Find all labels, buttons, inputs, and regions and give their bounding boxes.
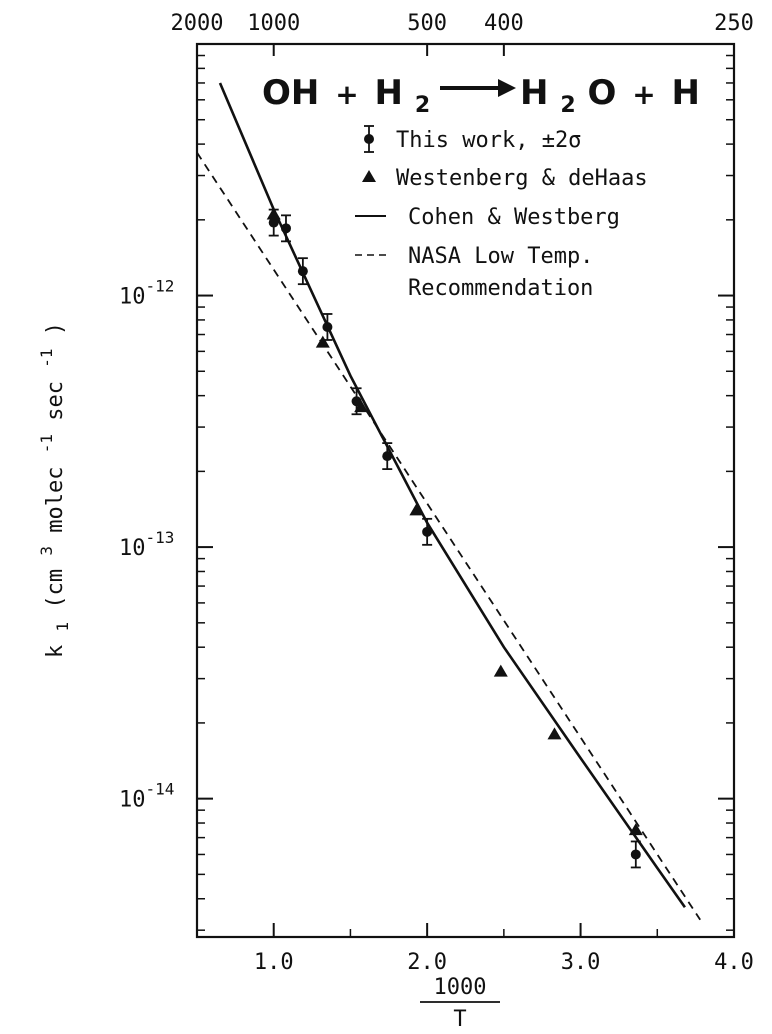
data-point-this-work	[630, 840, 641, 869]
data-point-westenberg	[266, 207, 281, 220]
y-label-k-subscript: 1	[53, 622, 72, 632]
point-marker	[268, 217, 279, 228]
y-label-molec: molec	[43, 467, 68, 533]
title-product-h: H	[520, 73, 548, 113]
legend-label-nasa-line2: Recommendation	[408, 276, 593, 301]
point-marker	[280, 223, 291, 234]
series-points	[266, 207, 643, 869]
data-point-this-work	[382, 442, 393, 471]
x-tick-label: 3.0	[561, 950, 601, 975]
x-tick-label: 2.0	[407, 950, 447, 975]
title-product-h-subscript: 2	[560, 93, 575, 118]
legend-label-cohen: Cohen & Westberg	[408, 205, 620, 230]
top-axis-tick-label: 1000	[247, 11, 300, 36]
data-point-westenberg	[409, 503, 424, 516]
y-label-cm-exponent: 3	[37, 546, 56, 556]
top-axis-tick-label: 2000	[171, 11, 224, 36]
data-point-this-work	[297, 257, 308, 286]
data-point-this-work	[351, 387, 362, 416]
y-label-molec-exponent: -1	[37, 434, 56, 453]
y-tick-label: 10-12	[119, 277, 174, 310]
x-axis-label: 1000 T	[420, 975, 500, 1032]
data-point-westenberg	[547, 727, 562, 740]
point-marker	[382, 451, 393, 462]
data-point-westenberg	[628, 823, 643, 836]
title-plus-2: +	[632, 78, 655, 111]
data-point-this-work	[422, 517, 433, 546]
title-product-o: O	[587, 73, 616, 113]
y-axis-label: k 1 (cm 3 molec -1 sec -1 )	[33, 322, 74, 658]
y-tick-label: 10-14	[119, 780, 174, 813]
legend-label-nasa-line1: NASA Low Temp.	[408, 244, 593, 269]
title-plus-1: +	[335, 78, 358, 111]
top-axis-tick-label: 400	[484, 11, 524, 36]
x-label-numerator: 1000	[434, 975, 487, 1000]
data-point-westenberg	[315, 335, 330, 348]
point-marker	[322, 321, 333, 332]
point-marker	[422, 526, 433, 537]
point-marker	[351, 396, 362, 407]
title-reactant-h-subscript: 2	[415, 93, 430, 118]
legend-marker-westenberg	[362, 170, 376, 182]
y-label-k: k	[43, 645, 68, 658]
data-point-westenberg	[354, 400, 369, 413]
y-label-sec: sec	[43, 381, 68, 421]
axis-ticks: 1.0 2.0 3.0 4.0 2000 1000 500 400 250 10-12 10-13 1…	[119, 11, 754, 975]
legend-marker-this-work	[364, 125, 374, 153]
plot-frame	[195, 42, 736, 939]
legend: This work, ±2σ Westenberg & deHaas Cohen…	[355, 125, 648, 301]
data-point-this-work	[280, 214, 291, 243]
chart-title: OH + H 2	[262, 73, 430, 118]
point-marker	[630, 849, 641, 860]
data-point-westenberg	[493, 664, 508, 677]
legend-label-westenberg: Westenberg & deHaas	[396, 166, 648, 191]
title-reactant-h: H	[375, 73, 403, 113]
x-tick-label: 1.0	[254, 950, 294, 975]
y-tick-label: 10-13	[119, 528, 174, 561]
y-label-sec-exponent: -1	[37, 348, 56, 367]
x-label-denominator: T	[453, 1007, 466, 1032]
top-axis-tick-label: 500	[407, 11, 447, 36]
title-reactant-oh: OH	[262, 73, 319, 113]
y-label-close: )	[43, 322, 68, 335]
y-label-cm: (cm	[43, 569, 68, 609]
top-axis-tick-label: 250	[714, 11, 754, 36]
legend-label-this-work: This work, ±2σ	[396, 128, 581, 153]
chart-title-products: H 2 O + H	[520, 73, 700, 121]
x-tick-label: 4.0	[714, 950, 754, 975]
point-marker	[297, 266, 308, 277]
title-product-h2: H	[672, 73, 700, 113]
title-arrow	[440, 79, 516, 97]
